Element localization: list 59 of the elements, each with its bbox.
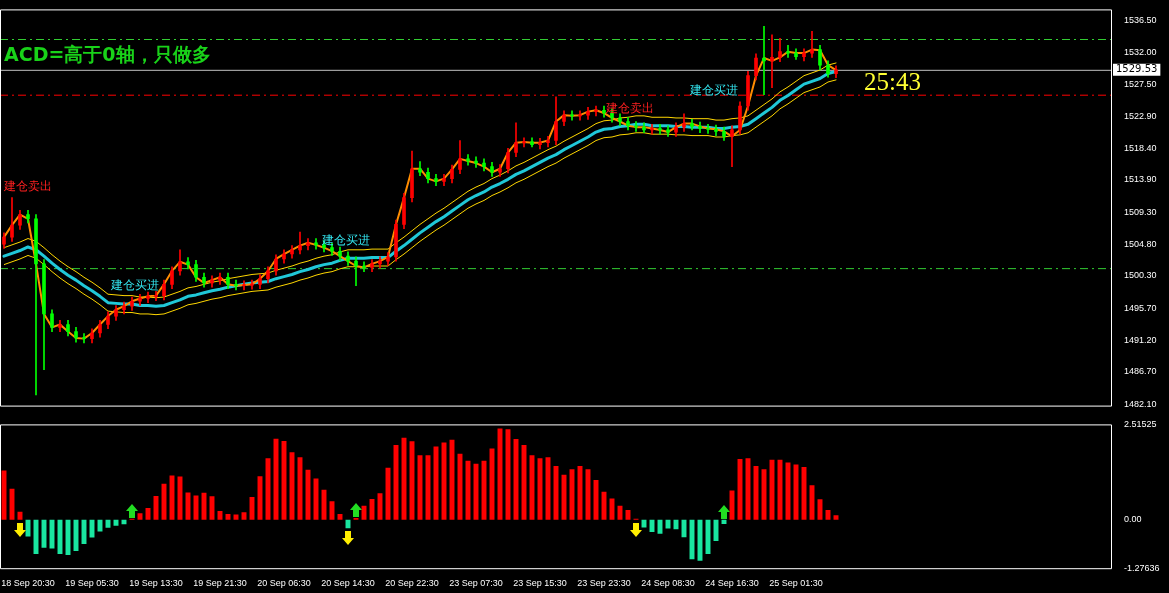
y-tick-label: 1532.00 (1124, 46, 1157, 57)
bar (233, 514, 239, 520)
candlestick (218, 272, 222, 285)
y-tick-label: 1504.80 (1124, 238, 1157, 249)
y-tick-label: 1522.90 (1124, 111, 1157, 122)
candlestick (242, 280, 246, 291)
x-tick-label: 24 Sep 08:30 (641, 578, 695, 589)
annotation: 建仓卖出 (606, 100, 654, 117)
y-tick-label: 1536.50 (1124, 15, 1157, 26)
candlestick (658, 123, 662, 135)
y-tick-label: 2.51525 (1124, 418, 1157, 429)
candlestick (682, 113, 686, 132)
candlestick (762, 25, 766, 96)
annotation: 建仓买进 (690, 82, 738, 99)
candlestick (594, 105, 598, 117)
x-tick-label: 20 Sep 06:30 (257, 578, 311, 589)
x-tick-label: 19 Sep 21:30 (193, 578, 247, 589)
x-tick-label: 20 Sep 22:30 (385, 578, 439, 589)
candlestick (650, 123, 654, 135)
candlestick (634, 121, 638, 132)
candlestick (706, 123, 710, 134)
candlestick (298, 231, 302, 255)
y-tick-label: 0.00 (1124, 514, 1142, 525)
y-tick-label: 1482.10 (1124, 398, 1157, 409)
annotation: 建仓卖出 (4, 178, 52, 195)
y-tick-label: 1486.70 (1124, 366, 1157, 377)
x-tick-label: 24 Sep 16:30 (705, 578, 759, 589)
y-tick-label: 1518.40 (1124, 142, 1157, 153)
candlestick (810, 30, 814, 58)
candlestick (522, 137, 526, 148)
x-tick-label: 25 Sep 01:30 (769, 578, 823, 589)
x-tick-label: 23 Sep 07:30 (449, 578, 503, 589)
candlestick (362, 261, 366, 272)
y-tick-label: 1509.30 (1124, 206, 1157, 217)
annotation: 建仓买进 (322, 232, 370, 249)
x-tick-label: 23 Sep 15:30 (513, 578, 567, 589)
candlestick (82, 333, 86, 344)
y-tick-label: 1491.20 (1124, 334, 1157, 345)
y-tick-label: -1.27636 (1124, 562, 1160, 573)
y-tick-label: 1513.90 (1124, 174, 1157, 185)
x-tick-label: 18 Sep 20:30 (1, 578, 55, 589)
ref-line-label: 1529.53 (1116, 63, 1158, 75)
annotation: ACD=高于0轴，只做多 (4, 42, 211, 67)
x-tick-label: 23 Sep 23:30 (577, 578, 631, 589)
annotation: 建仓买进 (111, 277, 159, 294)
candlestick (770, 34, 774, 88)
x-tick-label: 20 Sep 14:30 (321, 578, 375, 589)
candlestick (34, 214, 38, 396)
candlestick (730, 125, 734, 167)
annotation: 25:43 (864, 68, 921, 96)
y-tick-label: 1527.50 (1124, 78, 1157, 89)
y-tick-label: 1500.30 (1124, 270, 1157, 281)
y-tick-label: 1495.70 (1124, 302, 1157, 313)
x-tick-label: 19 Sep 05:30 (65, 578, 119, 589)
candlestick (234, 279, 238, 291)
x-tick-label: 19 Sep 13:30 (129, 578, 183, 589)
candlestick (354, 256, 358, 287)
candlestick (154, 291, 158, 301)
candlestick (786, 45, 790, 58)
